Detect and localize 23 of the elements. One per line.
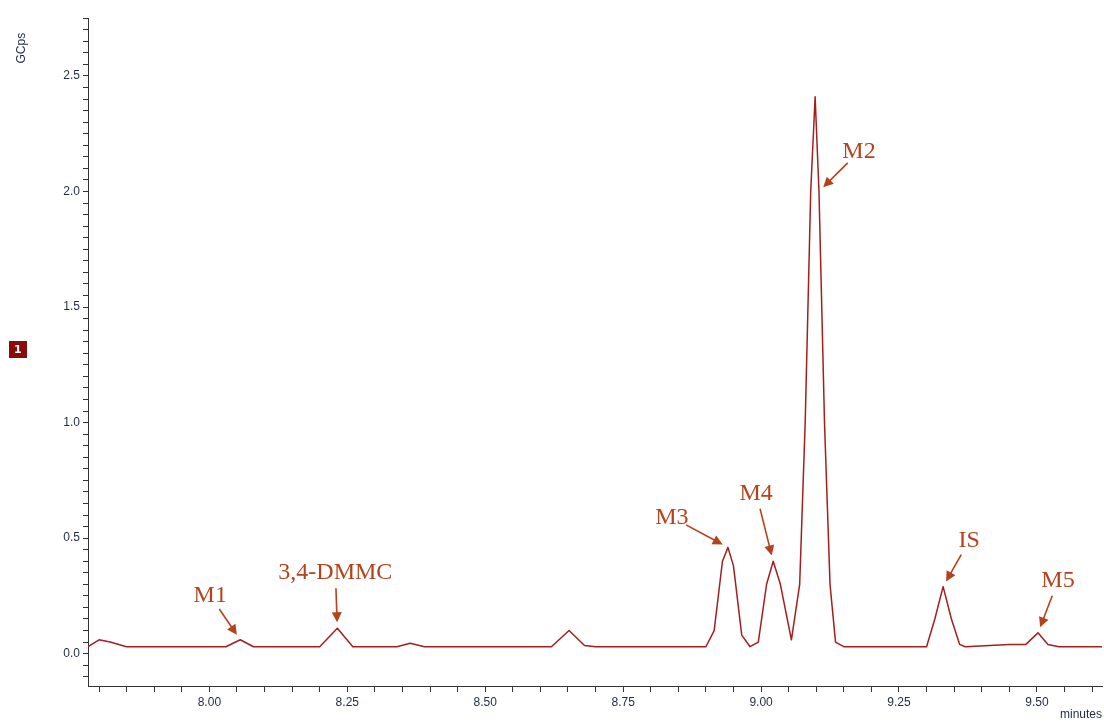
x-tick-label: 8.50: [473, 694, 498, 709]
annotation: M1: [193, 581, 227, 608]
x-tick-label: 9.25: [887, 694, 911, 709]
annotation: M3: [655, 502, 689, 529]
annotation: M4: [739, 478, 773, 505]
text: 1: [9, 341, 27, 358]
y-tick-label: 2.5: [63, 68, 81, 83]
y-tick-label: 2.0: [63, 183, 81, 198]
x-tick-label: 8.25: [335, 694, 360, 709]
annotation: M5: [1041, 566, 1075, 593]
x-tick-label: 9.50: [1025, 694, 1049, 709]
y-axis-title: GCps: [14, 32, 29, 64]
y-tick-label: 1.0: [63, 414, 81, 429]
x-axis-title: minutes: [1059, 707, 1102, 722]
x-tick-label: 8.00: [197, 694, 222, 709]
y-tick-label: 0.5: [63, 530, 81, 545]
y-tick-label: 0.0: [63, 645, 81, 660]
annotation: M2: [842, 136, 876, 163]
y-tick-label: 1.5: [63, 299, 81, 314]
x-tick-label: 9.00: [749, 694, 774, 709]
annotation: IS: [958, 525, 980, 552]
x-tick-label: 8.75: [611, 694, 636, 709]
annotation: 3,4-DMMC: [278, 557, 393, 584]
